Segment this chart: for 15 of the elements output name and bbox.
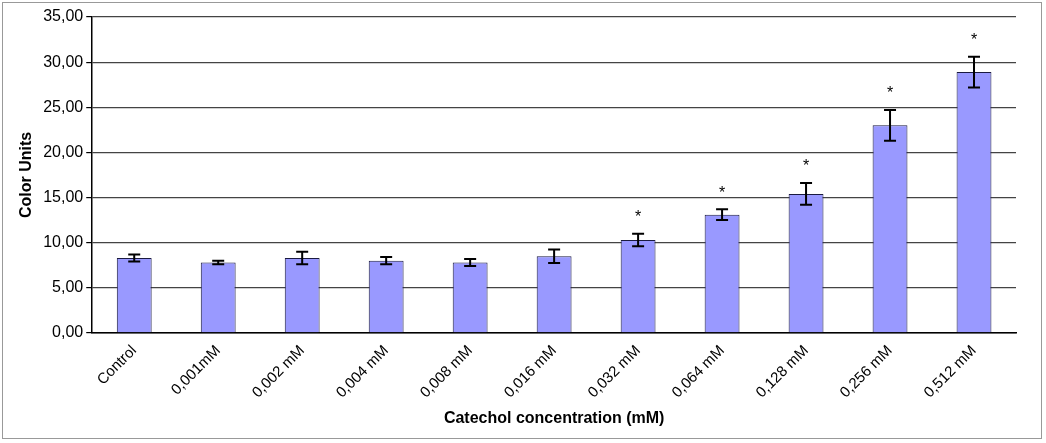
annotation: * (886, 84, 894, 102)
annotation: * (802, 157, 810, 175)
y-tick-label: 35,00 (43, 7, 84, 25)
y-tick-label: 20,00 (43, 142, 84, 160)
y-tick-label: 15,00 (43, 187, 84, 205)
annotation: * (634, 208, 642, 226)
annotation: * (970, 31, 978, 49)
y-tick-label: 5,00 (52, 278, 84, 296)
y-tick-label: 25,00 (43, 97, 84, 115)
x-axis-title: Catechol concentration (mM) (443, 408, 665, 426)
y-tick-label: 10,00 (43, 233, 84, 251)
annotation: * (718, 183, 726, 201)
y-axis-title: Color Units (17, 131, 35, 219)
y-tick-label: 0,00 (52, 323, 84, 341)
y-tick-label: 30,00 (43, 52, 84, 70)
